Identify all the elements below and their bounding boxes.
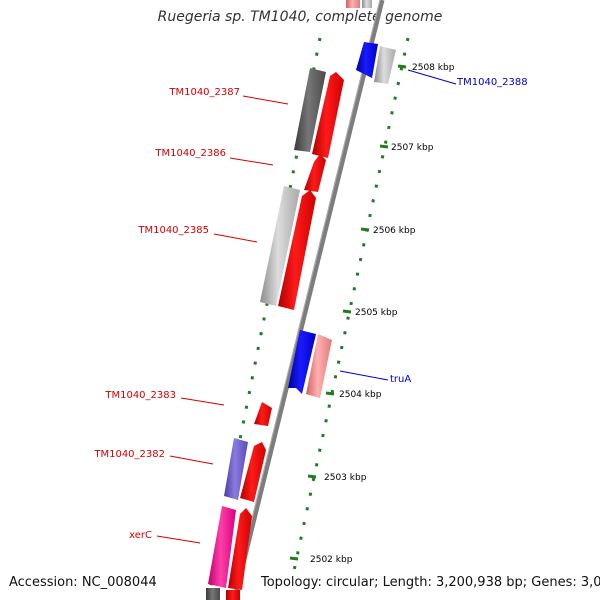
gene-xerC-red: [228, 508, 252, 590]
topology-text: Topology: circular; Length: 3,200,938 bp…: [261, 575, 600, 590]
gene-label-TM1040_2387[interactable]: TM1040_2387: [168, 87, 240, 98]
gene-label-TM1040_2388[interactable]: TM1040_2388: [456, 77, 528, 88]
tick-label-2504: 2504 kbp: [339, 390, 382, 400]
gene-TM1040_2388-reverse: [356, 42, 378, 78]
gene-label-TM1040_2382[interactable]: TM1040_2382: [93, 449, 165, 460]
tick-label-2506: 2506 kbp: [373, 226, 416, 236]
tick-label-2502: 2502 kbp: [310, 555, 353, 565]
gene-TM1040_2387-red: [312, 72, 344, 158]
gene-top-partial-pink: [346, 0, 360, 8]
gene-top-partial-gray: [362, 0, 372, 8]
tick-label-2505: 2505 kbp: [355, 308, 398, 318]
gene-label-TM1040_2386[interactable]: TM1040_2386: [154, 148, 226, 159]
right-tick-guide: [290, 37, 410, 581]
gene-label-truA[interactable]: truA: [390, 374, 411, 385]
gene-labels: TM1040_2387 TM1040_2386 TM1040_2385 TM10…: [93, 77, 527, 541]
gene-TM1040_2382-purple: [224, 438, 248, 500]
gene-label-xerC[interactable]: xerC: [129, 530, 152, 541]
gene-TM1040_2388-gray: [374, 46, 396, 84]
tick-labels: 2508 kbp 2507 kbp 2506 kbp 2505 kbp 2504…: [289, 63, 455, 565]
tick-label-2507: 2507 kbp: [391, 143, 434, 153]
gene-TM1040_2383-red: [254, 402, 272, 426]
gene-truA-pink: [306, 334, 332, 398]
map-title: Ruegeria sp. TM1040, complete genome: [157, 9, 443, 25]
tick-label-2503: 2503 kbp: [324, 473, 367, 483]
gene-label-TM1040_2385[interactable]: TM1040_2385: [137, 225, 209, 236]
genome-backbone: [231, 0, 385, 600]
left-tick-guide: [206, 37, 322, 600]
gene-xerC-magenta: [208, 506, 236, 588]
gene-TM1040_2387-gray: [294, 68, 326, 152]
accession-text: Accession: NC_008044: [9, 575, 157, 590]
gene-label-TM1040_2383[interactable]: TM1040_2383: [104, 390, 176, 401]
gene-TM1040_2385-gray: [260, 186, 300, 306]
gene-bottom-partial-gray: [206, 588, 220, 600]
gene-TM1040_2382-red: [240, 442, 266, 502]
tick-label-2508: 2508 kbp: [412, 63, 455, 73]
label-connectors: [156, 69, 457, 544]
gene-bottom-partial-red: [226, 590, 240, 600]
gene-truA-blue: [288, 330, 316, 394]
gene-TM1040_2385-red: [278, 190, 316, 310]
gene-TM1040_2386-red: [304, 154, 326, 192]
backbone-highlight: [231, 0, 381, 600]
